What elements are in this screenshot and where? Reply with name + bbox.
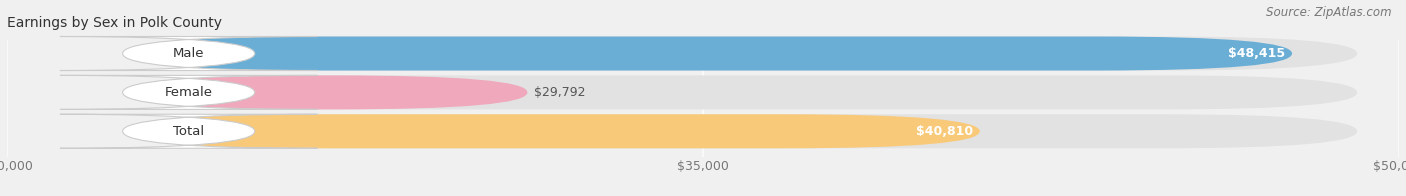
Text: Total: Total: [173, 125, 204, 138]
FancyBboxPatch shape: [125, 75, 527, 109]
Text: Earnings by Sex in Polk County: Earnings by Sex in Polk County: [7, 16, 222, 30]
Text: $40,810: $40,810: [915, 125, 973, 138]
FancyBboxPatch shape: [60, 36, 318, 71]
Text: Male: Male: [173, 47, 204, 60]
FancyBboxPatch shape: [125, 114, 1357, 148]
Text: $48,415: $48,415: [1227, 47, 1285, 60]
FancyBboxPatch shape: [60, 75, 318, 109]
FancyBboxPatch shape: [125, 114, 980, 148]
FancyBboxPatch shape: [125, 36, 1357, 71]
FancyBboxPatch shape: [60, 114, 318, 148]
Text: $29,792: $29,792: [534, 86, 586, 99]
Text: Source: ZipAtlas.com: Source: ZipAtlas.com: [1267, 6, 1392, 19]
FancyBboxPatch shape: [125, 75, 1357, 109]
Text: Female: Female: [165, 86, 212, 99]
FancyBboxPatch shape: [125, 36, 1292, 71]
